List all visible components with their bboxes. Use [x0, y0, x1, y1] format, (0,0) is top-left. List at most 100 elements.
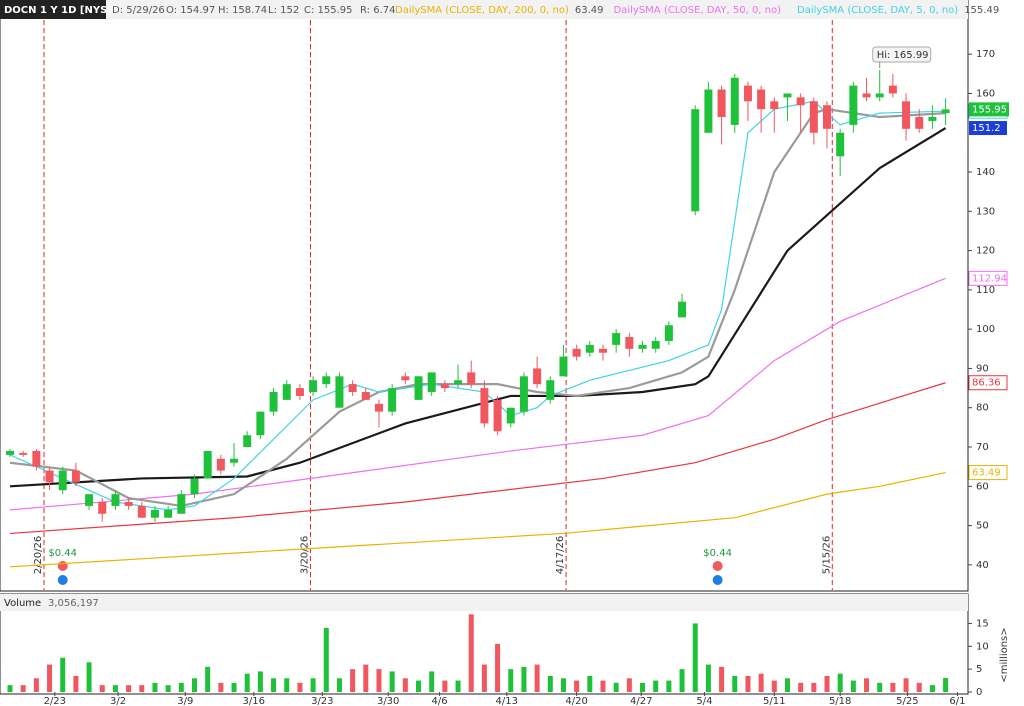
value-tag-label: 151.2: [972, 123, 1001, 134]
candle-body: [137, 505, 146, 518]
x-tick-label: 6/1: [949, 696, 965, 706]
volume-bar: [560, 678, 566, 692]
volume-bar: [468, 614, 474, 692]
candle-body: [190, 478, 199, 495]
candle-body: [177, 494, 186, 514]
candle-body: [809, 101, 818, 133]
volume-bar: [771, 680, 777, 692]
volume-bar: [363, 664, 369, 692]
volume-bar: [916, 682, 922, 692]
x-tick-label: 4/13: [496, 696, 518, 706]
volume-bar: [613, 682, 619, 692]
event-label: 3/20/26: [299, 536, 310, 575]
candle-body: [401, 376, 410, 381]
volume-unit: <millions>: [999, 627, 1010, 682]
candle-body: [309, 380, 318, 393]
value-tag: [969, 121, 1007, 136]
volume-bar: [284, 678, 290, 692]
volume-bar: [626, 678, 632, 692]
candle-body: [230, 458, 239, 463]
candle-body: [243, 435, 252, 448]
volume-bar: [178, 682, 184, 692]
volume-bar: [7, 685, 13, 692]
header-field: DOCN 1 Y 1D [NYSE]: [4, 5, 119, 16]
volume-tick-label: 15: [976, 618, 989, 629]
volume-bar: [692, 623, 698, 692]
candle-body: [770, 101, 779, 110]
x-tick-label: 5/18: [829, 696, 851, 706]
candle-body: [335, 376, 344, 408]
value-tag-label: 63.49: [972, 468, 1001, 479]
value-tag: [968, 465, 1008, 481]
volume-bar: [890, 682, 896, 692]
volume-bar: [481, 664, 487, 692]
candle-body: [796, 97, 805, 106]
volume-bar: [903, 678, 909, 692]
volume-bar: [877, 682, 883, 692]
value-tag-label: 86.36: [972, 378, 1001, 389]
candle-body: [440, 384, 449, 389]
x-tick-label: 3/16: [243, 696, 265, 706]
volume-bar: [495, 644, 501, 692]
price-panel: [0, 0, 969, 592]
candle-body: [282, 384, 291, 400]
x-tick-label: 2/23: [44, 696, 66, 706]
header-field: D: 5/29/26: [112, 5, 165, 16]
x-tick-label: 4/27: [630, 696, 652, 706]
candle-body: [941, 109, 950, 114]
volume-bar: [402, 678, 408, 692]
legend-value: 155.49: [964, 5, 999, 16]
candle-body: [480, 388, 489, 424]
candle-body: [414, 376, 423, 400]
candle-body: [322, 376, 331, 385]
candle-body: [519, 376, 528, 412]
volume-header-bar: [0, 594, 968, 611]
volume-readout: 3,056,197: [48, 598, 99, 609]
legend-value: 63.49: [575, 5, 604, 16]
y-tick-label: 80: [976, 403, 989, 414]
volume-bar: [152, 682, 158, 692]
volume-bar: [653, 680, 659, 692]
volume-bar: [244, 673, 250, 692]
candle-body: [256, 411, 265, 436]
volume-bar: [416, 680, 422, 692]
candle-body: [454, 380, 463, 385]
candle-body: [836, 132, 845, 157]
candle-body: [98, 502, 107, 514]
y-tick-label: 40: [976, 560, 989, 571]
x-tick-label: 3/2: [110, 696, 126, 706]
sma-line: [9, 108, 946, 508]
volume-bar: [60, 657, 66, 692]
candle-body: [612, 333, 621, 345]
candle-body: [374, 403, 383, 412]
candle-body: [559, 356, 568, 377]
volume-bar: [758, 673, 764, 692]
dividend-icon: [57, 561, 68, 571]
candle-body: [348, 384, 357, 393]
x-tick-label: 3/30: [377, 696, 399, 706]
candle-body: [269, 392, 278, 412]
y-tick-label: 100: [976, 324, 995, 335]
candle-body: [704, 89, 713, 133]
volume-bar: [666, 680, 672, 692]
candle-body: [85, 494, 94, 506]
header-field: R: 6.74: [360, 5, 395, 16]
volume-bar: [350, 669, 356, 692]
candle-body: [361, 392, 370, 400]
dividend-label: $0.44: [48, 548, 77, 559]
candle-body: [757, 89, 766, 110]
candle-body: [598, 348, 607, 353]
volume-bar: [297, 682, 303, 692]
volume-bar: [705, 664, 711, 692]
volume-bar: [784, 678, 790, 692]
hi-callout: [872, 46, 932, 63]
volume-bar: [929, 685, 935, 692]
candle-body: [45, 470, 54, 483]
candle-body: [717, 89, 726, 118]
candle-body: [915, 117, 924, 129]
volume-bar: [745, 676, 751, 692]
y-tick-label: 160: [976, 88, 995, 99]
volume-bar: [732, 676, 738, 692]
hi-label: Hi: 165.99: [877, 50, 929, 61]
